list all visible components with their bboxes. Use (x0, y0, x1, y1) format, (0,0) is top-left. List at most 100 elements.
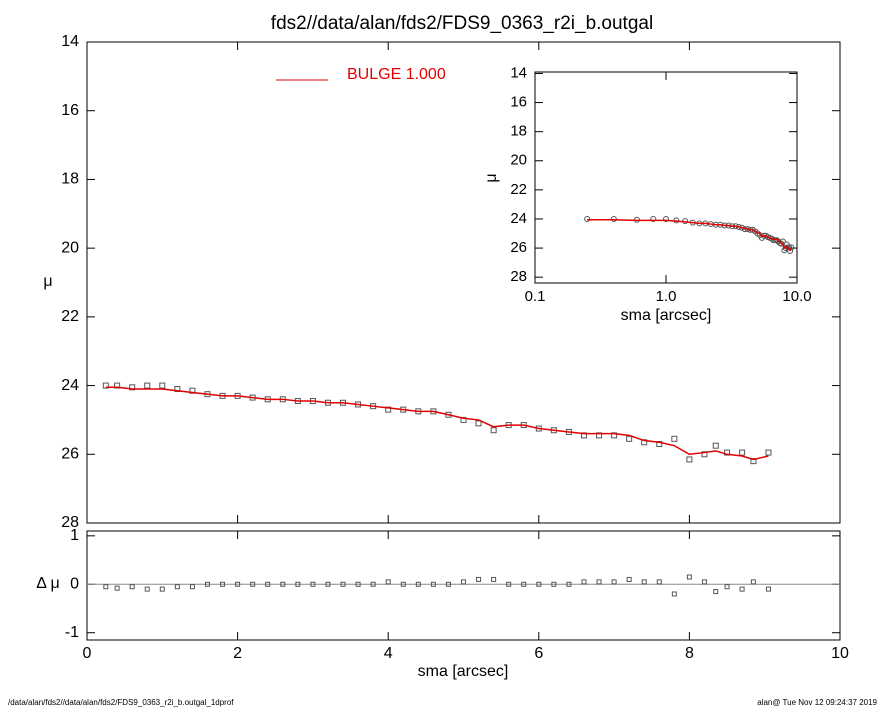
residual-point (159, 586, 165, 592)
data-point (626, 435, 633, 442)
residual-point (144, 586, 150, 592)
data-point (656, 440, 663, 447)
y-tick-label: 22 (510, 181, 527, 198)
residual-point (370, 581, 376, 587)
residual-point (295, 581, 301, 587)
residual-point (235, 581, 241, 587)
residual-point (476, 576, 482, 582)
x-tick-label: 1.0 (656, 288, 677, 305)
residual-point (129, 584, 135, 590)
x-tick-label: 0.1 (525, 288, 546, 305)
residual-point (686, 574, 692, 580)
residual-point (765, 586, 771, 592)
y-tick-label: 1 (70, 527, 79, 544)
residual-frame (86, 530, 841, 641)
residual-point (204, 581, 210, 587)
y-tick-label: 24 (510, 210, 527, 227)
residual-point (521, 581, 527, 587)
residual-point (536, 581, 542, 587)
residual-point (415, 581, 421, 587)
y-axis-label: Δ μ (36, 575, 59, 592)
residual-point (325, 581, 331, 587)
residual-point (103, 584, 109, 590)
y-tick-label: 20 (61, 239, 79, 256)
data-point (129, 384, 136, 391)
residual-point (280, 581, 286, 587)
x-tick-label: 4 (384, 645, 393, 662)
data-point (596, 432, 603, 439)
y-tick-label: 22 (61, 308, 79, 325)
residual-point (581, 579, 587, 585)
data-point (114, 382, 121, 389)
x-tick-label: 6 (534, 645, 543, 662)
x-tick-label: 10 (831, 645, 849, 662)
y-tick-label: -1 (65, 624, 79, 641)
residual-point (400, 581, 406, 587)
residual-point (596, 579, 602, 585)
data-point (650, 215, 657, 222)
y-axis-label: μ (483, 173, 500, 182)
legend-label: BULGE 1.000 (347, 66, 446, 83)
residual-point (174, 584, 180, 590)
residual-point (739, 586, 745, 592)
residual-point (701, 579, 707, 585)
residual-point (355, 581, 361, 587)
data-point (686, 456, 693, 463)
y-axis-label: μ (43, 273, 52, 290)
y-tick-label: 0 (70, 576, 79, 593)
data-point (460, 416, 467, 423)
residual-point (713, 589, 719, 595)
model-line (587, 218, 792, 252)
residual-point (671, 591, 677, 597)
chart-title: fds2//data/alan/fds2/FDS9_0363_r2i_b.out… (271, 13, 653, 34)
data-point (580, 432, 587, 439)
residual-point (310, 581, 316, 587)
model-line (105, 386, 769, 461)
y-tick-label: 18 (510, 123, 527, 140)
footer-right: alan@ Tue Nov 12 09:24:37 2019 (757, 698, 877, 707)
x-axis-label: sma [arcsec] (621, 307, 712, 324)
inset-frame (534, 71, 798, 284)
residual-point (250, 581, 256, 587)
residual-point (566, 581, 572, 587)
data-point (663, 215, 669, 222)
data-point (144, 382, 151, 389)
main-frame (86, 41, 841, 524)
y-tick-label: 28 (510, 268, 527, 285)
residual-point (506, 581, 512, 587)
data-point (102, 382, 109, 389)
residual-point (491, 576, 497, 582)
x-tick-label: 8 (685, 645, 694, 662)
y-tick-label: 28 (61, 514, 79, 531)
y-tick-label: 26 (61, 446, 79, 463)
y-tick-label: 16 (510, 94, 527, 111)
y-tick-label: 24 (61, 377, 79, 394)
residual-point (430, 581, 436, 587)
data-point (385, 406, 392, 413)
y-tick-label: 14 (510, 64, 527, 81)
data-point (712, 442, 719, 449)
y-tick-label: 14 (61, 33, 79, 50)
data-point (189, 387, 196, 394)
residual-point (114, 585, 120, 591)
residual-point (265, 581, 271, 587)
residual-point (641, 579, 647, 585)
data-point (174, 386, 181, 393)
residual-point (385, 579, 391, 585)
y-tick-label: 26 (510, 239, 527, 256)
x-tick-label: 2 (233, 645, 242, 662)
data-point (671, 435, 678, 442)
y-tick-label: 18 (61, 171, 79, 188)
data-point (475, 420, 482, 427)
data-point (701, 451, 708, 458)
data-point (765, 449, 772, 456)
residual-point (626, 576, 632, 582)
residual-point (445, 581, 451, 587)
residual-point (461, 579, 466, 585)
residual-point (724, 584, 730, 590)
residual-point (611, 579, 617, 585)
residual-point (340, 581, 346, 587)
x-tick-label: 0 (83, 645, 92, 662)
data-point (787, 247, 794, 254)
